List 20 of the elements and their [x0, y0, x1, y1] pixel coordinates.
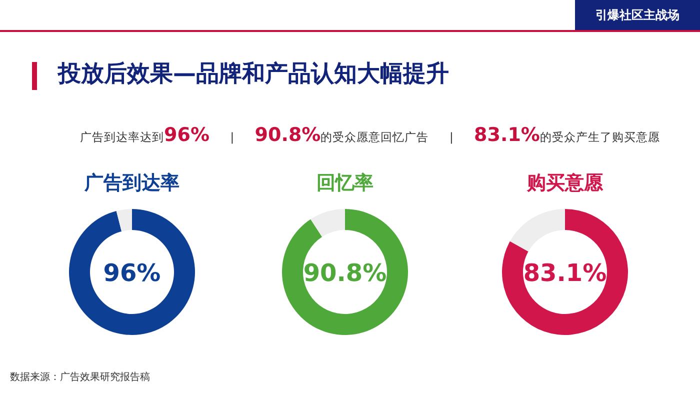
chart-title: 广告到达率	[83, 171, 180, 196]
text: 引爆社区主战场	[575, 0, 700, 30]
donut-slice	[116, 209, 132, 232]
text: 83.1%的受众产生了购买意愿	[474, 124, 660, 146]
data-label: 96%	[103, 259, 161, 287]
text: 90.8%的受众愿意回忆广告	[254, 124, 429, 146]
data-label: 90.8%	[303, 259, 387, 287]
chart-title: 回忆率	[316, 171, 374, 196]
donut-slice	[510, 209, 565, 252]
chart-title: 购买意愿	[526, 171, 604, 196]
text: |	[449, 130, 454, 144]
text: 投放后效果—品牌和产品认知大幅提升	[58, 60, 449, 89]
donut-slice	[69, 209, 195, 335]
text: |	[230, 130, 234, 144]
donut-slice	[282, 209, 408, 335]
text: 广告到达率达到96%	[80, 124, 210, 146]
data-label: 83.1%	[523, 259, 607, 287]
source-note: 数据来源：广告效果研究报告稿	[10, 370, 150, 384]
donut-slice	[310, 209, 345, 237]
donut-slice	[502, 209, 628, 335]
